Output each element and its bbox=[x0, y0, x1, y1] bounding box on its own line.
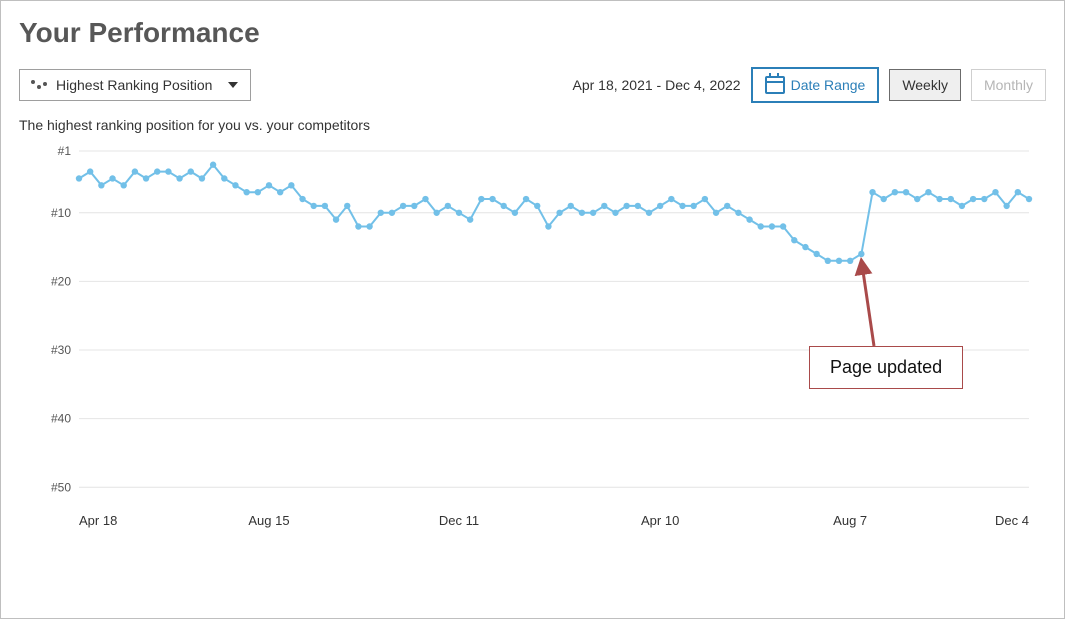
svg-text:#50: #50 bbox=[51, 480, 71, 494]
performance-panel: Your Performance Highest Ranking Positio… bbox=[0, 0, 1065, 619]
monthly-button[interactable]: Monthly bbox=[971, 69, 1046, 101]
svg-text:#30: #30 bbox=[51, 343, 71, 357]
svg-text:#10: #10 bbox=[51, 206, 71, 220]
svg-text:Aug 7: Aug 7 bbox=[833, 513, 867, 528]
metric-select-label: Highest Ranking Position bbox=[56, 77, 212, 93]
svg-text:#20: #20 bbox=[51, 274, 71, 288]
page-title: Your Performance bbox=[19, 17, 1046, 49]
date-range-text: Apr 18, 2021 - Dec 4, 2022 bbox=[572, 77, 740, 93]
right-controls: Apr 18, 2021 - Dec 4, 2022 Date Range We… bbox=[572, 67, 1046, 103]
monthly-button-label: Monthly bbox=[984, 77, 1033, 93]
ranking-chart: #1 #10 #20 #30 #40 #50 Apr 18 Aug 15 Dec 11 Apr 1… bbox=[19, 141, 1039, 541]
svg-text:#40: #40 bbox=[51, 412, 71, 426]
svg-text:Apr 10: Apr 10 bbox=[641, 513, 679, 528]
svg-text:Aug 15: Aug 15 bbox=[248, 513, 289, 528]
date-range-button-label: Date Range bbox=[791, 77, 866, 93]
annotation-callout: Page updated bbox=[809, 346, 963, 389]
svg-text:Dec 11: Dec 11 bbox=[439, 513, 479, 528]
metric-select[interactable]: Highest Ranking Position bbox=[19, 69, 251, 101]
scatter-icon bbox=[30, 80, 46, 90]
svg-text:#1: #1 bbox=[58, 144, 72, 158]
weekly-button-label: Weekly bbox=[902, 77, 948, 93]
svg-text:Apr 18: Apr 18 bbox=[79, 513, 117, 528]
weekly-button[interactable]: Weekly bbox=[889, 69, 961, 101]
toolbar: Highest Ranking Position Apr 18, 2021 - … bbox=[19, 67, 1046, 103]
svg-text:Dec 4: Dec 4 bbox=[995, 513, 1029, 528]
chart-subtitle: The highest ranking position for you vs.… bbox=[19, 117, 1046, 133]
annotation-text: Page updated bbox=[830, 357, 942, 377]
chart-container: #1 #10 #20 #30 #40 #50 Apr 18 Aug 15 Dec 11 Apr 1… bbox=[19, 141, 1046, 561]
chevron-down-icon bbox=[228, 82, 238, 88]
calendar-icon bbox=[765, 76, 785, 94]
date-range-button[interactable]: Date Range bbox=[751, 67, 880, 103]
